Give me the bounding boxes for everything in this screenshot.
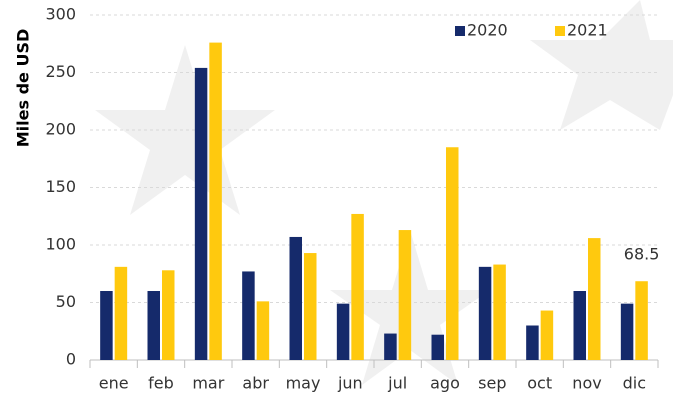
bar [526, 325, 539, 360]
x-tick-label: may [286, 374, 321, 393]
x-tick-label: oct [527, 374, 552, 393]
bar [304, 253, 317, 360]
data-label: 68.5 [624, 245, 660, 264]
bar [384, 333, 397, 360]
legend-swatch [555, 26, 565, 36]
bar [100, 291, 113, 360]
bar [289, 236, 302, 360]
x-tick-label: ene [99, 374, 129, 393]
bar [588, 238, 601, 360]
y-tick-label: 150 [45, 177, 76, 196]
bar [162, 270, 175, 360]
legend-label: 2020 [467, 21, 508, 40]
bar [635, 281, 648, 360]
x-tick-label: sep [478, 374, 506, 393]
bar [493, 264, 506, 360]
bar [336, 303, 350, 360]
bar [478, 266, 492, 360]
x-tick-label: mar [192, 374, 224, 393]
bar [431, 334, 444, 360]
x-tick-label: feb [148, 374, 174, 393]
y-tick-label: 200 [45, 120, 76, 139]
bar [573, 291, 586, 360]
y-tick-label: 250 [45, 62, 76, 81]
bar [351, 213, 364, 360]
bar [398, 230, 412, 360]
legend-swatch [455, 26, 465, 36]
bar [194, 67, 208, 361]
x-tick-label: jun [337, 374, 363, 393]
bar [209, 42, 222, 360]
bar [114, 266, 128, 360]
legend-label: 2021 [567, 21, 608, 40]
bar [256, 301, 270, 360]
bar [147, 291, 160, 360]
bar [446, 147, 459, 360]
y-axis-label: Miles de USD [14, 29, 33, 148]
y-tick-label: 300 [45, 5, 76, 24]
x-tick-label: dic [623, 374, 646, 393]
x-tick-label: nov [572, 374, 601, 393]
bar [242, 271, 255, 360]
y-tick-label: 100 [45, 235, 76, 254]
y-tick-label: 0 [66, 350, 76, 369]
bar [540, 310, 554, 360]
background-stars [95, 0, 673, 385]
bar [620, 303, 634, 360]
x-tick-label: abr [242, 374, 269, 393]
x-tick-label: ago [430, 374, 460, 393]
x-tick-label: jul [387, 374, 407, 393]
y-tick-label: 50 [56, 292, 76, 311]
